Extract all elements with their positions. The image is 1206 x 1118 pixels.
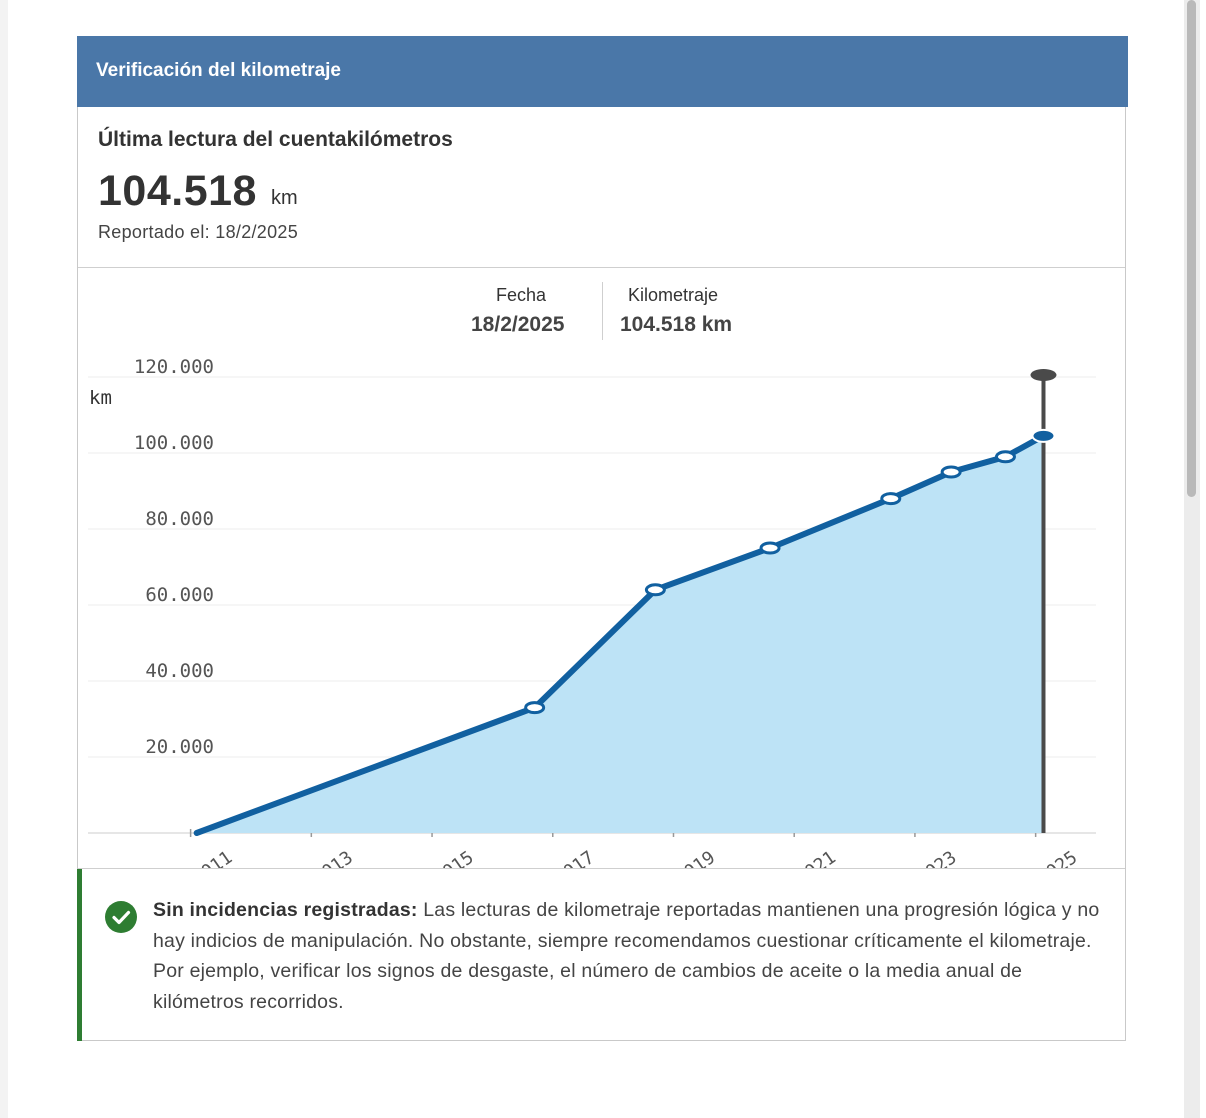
note-text: Sin incidencias registradas: Las lectura… [153,895,1103,1017]
page-left-edge [0,0,8,1118]
note-body: Las lecturas de kilometraje reportadas m… [153,899,1100,1013]
data-point [994,450,1016,464]
data-point [880,492,902,506]
mileage-chart[interactable]: km 20.000 40.000 60.000 80.000 100.000 120.000… [78,268,1125,889]
y-axis-label: km [89,387,112,409]
y-tick-label: 60.000 [145,584,214,606]
reported-date: Reportado el: 18/2/2025 [98,222,299,242]
x-tick-label: 2023 [913,847,961,868]
mileage-chart-area[interactable]: Fecha 18/2/2025 Kilometraje 104.518 km k… [78,268,1125,889]
y-tick-label: 120.000 [134,356,214,378]
tooltip-date-label: Fecha [496,285,547,305]
data-point [524,701,546,715]
reading-label: Última lectura del cuentakilómetros [98,128,453,151]
no-issues-note: Sin incidencias registradas: Las lectura… [77,868,1125,1041]
y-tick-label: 80.000 [145,508,214,530]
data-point [759,541,781,555]
reading-value: 104.518 [98,167,257,215]
x-tick-label: 2021 [792,847,840,868]
data-point [644,583,666,597]
y-tick-label: 20.000 [145,736,214,758]
area-fill [196,435,1044,833]
x-tick-label: 2013 [309,847,357,868]
latest-reading-section: Última lectura del cuentakilómetros 104.… [78,107,1125,268]
y-tick-label: 100.000 [134,432,214,454]
reading-unit: km [271,187,298,209]
x-tick-label: 2019 [672,847,720,868]
card-header: Verificación del kilometraje [77,36,1128,107]
highlighted-data-point [1031,428,1056,443]
y-tick-label: 40.000 [145,660,214,682]
check-circle-icon [105,901,137,933]
note-title: Sin incidencias registradas: [153,899,418,921]
page-scrollbar[interactable] [1184,0,1200,1118]
x-tick-label: 2011 [189,847,237,868]
x-tick-label: 2017 [551,847,599,868]
tooltip-km-value: 104.518 km [620,313,733,336]
hover-cursor-cap [1030,369,1057,381]
x-tick-label: 2015 [430,847,478,868]
data-point [940,465,962,479]
note-accent-bar [77,869,82,1041]
tooltip-date-value: 18/2/2025 [471,313,565,336]
mileage-verification-card: Verificación del kilometraje Última lect… [77,36,1128,1041]
scrollbar-thumb[interactable] [1187,0,1196,497]
tooltip-divider [602,282,603,340]
tooltip-km-label: Kilometraje [628,285,719,305]
x-tick-label: 2025 [1034,847,1082,868]
card-title: Verificación del kilometraje [96,60,341,81]
